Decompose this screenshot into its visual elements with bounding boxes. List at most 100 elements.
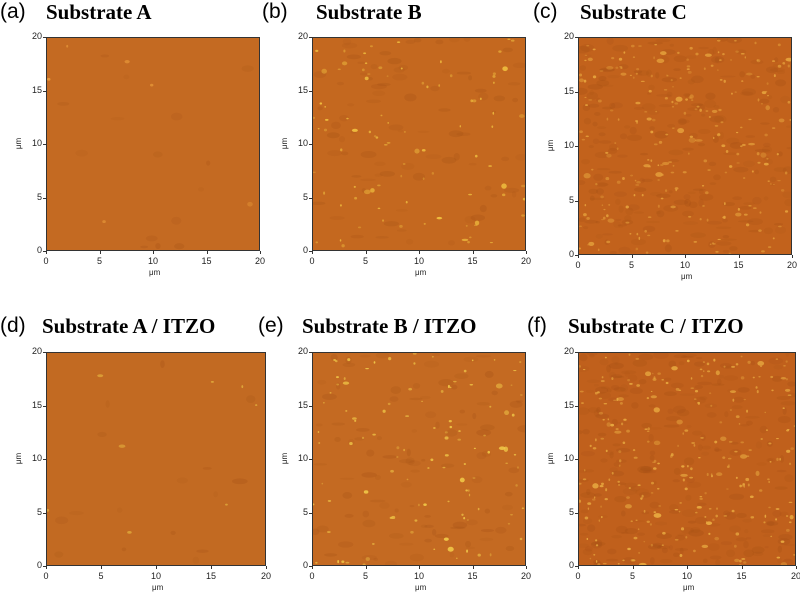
afm-shadow: [668, 510, 681, 514]
afm-grain: [655, 172, 663, 177]
afm-grain: [375, 136, 379, 139]
afm-grain: [382, 219, 385, 222]
afm-grain: [391, 515, 396, 520]
afm-grain: [675, 230, 679, 232]
afm-grain: [713, 136, 715, 140]
afm-grain: [646, 117, 652, 121]
afm-shadow: [515, 154, 525, 161]
afm-grain: [405, 415, 410, 417]
afm-grain: [608, 478, 611, 481]
x-tick-mark: [156, 566, 157, 569]
afm-shadow: [405, 39, 416, 45]
afm-grain: [620, 67, 623, 70]
afm-grain: [635, 519, 638, 521]
afm-grain: [653, 143, 658, 146]
afm-shadow: [588, 145, 594, 149]
afm-grain: [681, 465, 685, 468]
panel-title: Substrate C: [580, 0, 687, 24]
afm-grain: [712, 243, 716, 245]
y-tick-label: 10: [31, 138, 42, 148]
afm-shadow: [655, 210, 661, 215]
afm-shadow: [659, 559, 673, 564]
afm-grain: [684, 487, 688, 491]
afm-shadow: [698, 46, 709, 50]
afm-grain: [351, 128, 358, 132]
afm-shadow: [668, 544, 673, 551]
afm-shadow: [361, 554, 377, 561]
afm-grain: [761, 250, 765, 253]
x-tick-mark: [472, 566, 474, 569]
afm-grain: [683, 111, 687, 115]
afm-grain: [493, 359, 496, 361]
afm-shadow: [463, 38, 471, 42]
afm-shadow: [745, 420, 753, 426]
afm-grain: [748, 204, 752, 207]
afm-grain: [631, 559, 636, 562]
afm-grain: [579, 499, 582, 503]
afm-shadow: [509, 400, 523, 408]
afm-shadow: [743, 202, 755, 206]
afm-grain: [703, 67, 706, 71]
afm-shadow: [335, 382, 341, 390]
afm-shadow: [581, 158, 590, 165]
afm-grain: [382, 409, 386, 413]
afm-shadow: [170, 530, 176, 535]
afm-shadow: [450, 384, 458, 390]
afm-grain: [701, 544, 709, 548]
afm-grain: [747, 360, 751, 364]
afm-shadow: [594, 493, 602, 497]
afm-shadow: [366, 449, 375, 457]
afm-shadow: [631, 402, 639, 409]
afm-grain: [337, 560, 340, 564]
afm-shadow: [354, 437, 365, 441]
afm-grain: [635, 184, 640, 186]
x-tick-mark: [266, 566, 267, 569]
afm-shadow: [594, 112, 601, 116]
afm-shadow: [192, 556, 200, 564]
afm-shadow: [394, 508, 399, 513]
afm-shadow: [697, 381, 713, 386]
afm-shadow: [772, 510, 782, 518]
afm-grain: [363, 52, 367, 55]
afm-grain: [740, 376, 745, 380]
afm-grain: [321, 68, 327, 74]
afm-grain: [633, 456, 638, 459]
afm-grain: [602, 216, 606, 220]
afm-shadow: [598, 140, 612, 144]
afm-grain: [337, 68, 341, 71]
afm-shadow: [599, 67, 615, 73]
afm-grain: [597, 99, 602, 103]
afm-grain: [463, 463, 467, 465]
afm-shadow: [714, 448, 723, 452]
x-tick-mark: [578, 255, 579, 258]
x-tick-label: 10: [679, 260, 690, 270]
afm-grain: [626, 496, 630, 499]
afm-background: [47, 38, 259, 250]
afm-grain: [641, 494, 644, 498]
afm-grain: [656, 58, 665, 63]
panel-title: Substrate A: [46, 0, 152, 24]
afm-shadow: [651, 542, 664, 548]
afm-grain: [645, 251, 649, 254]
afm-shadow: [582, 517, 593, 525]
afm-shadow: [766, 458, 774, 463]
afm-grain: [714, 536, 720, 541]
afm-grain: [633, 536, 638, 540]
afm-shadow: [640, 466, 653, 472]
afm-grain: [488, 165, 493, 167]
afm-shadow: [398, 459, 415, 464]
afm-grain: [579, 130, 583, 134]
afm-shadow: [393, 67, 405, 73]
y-axis-unit: μm: [546, 139, 556, 152]
y-tick-label: 15: [297, 84, 308, 95]
afm-grain: [643, 540, 646, 543]
y-tick-label: 10: [297, 453, 308, 463]
afm-shadow: [668, 149, 684, 156]
y-tick-mark: [575, 512, 578, 514]
afm-shadow: [689, 138, 695, 143]
afm-grain: [457, 438, 462, 441]
afm-grain: [616, 147, 619, 150]
afm-grain: [365, 368, 369, 370]
afm-grain: [709, 243, 712, 246]
y-tick-mark: [43, 144, 46, 145]
